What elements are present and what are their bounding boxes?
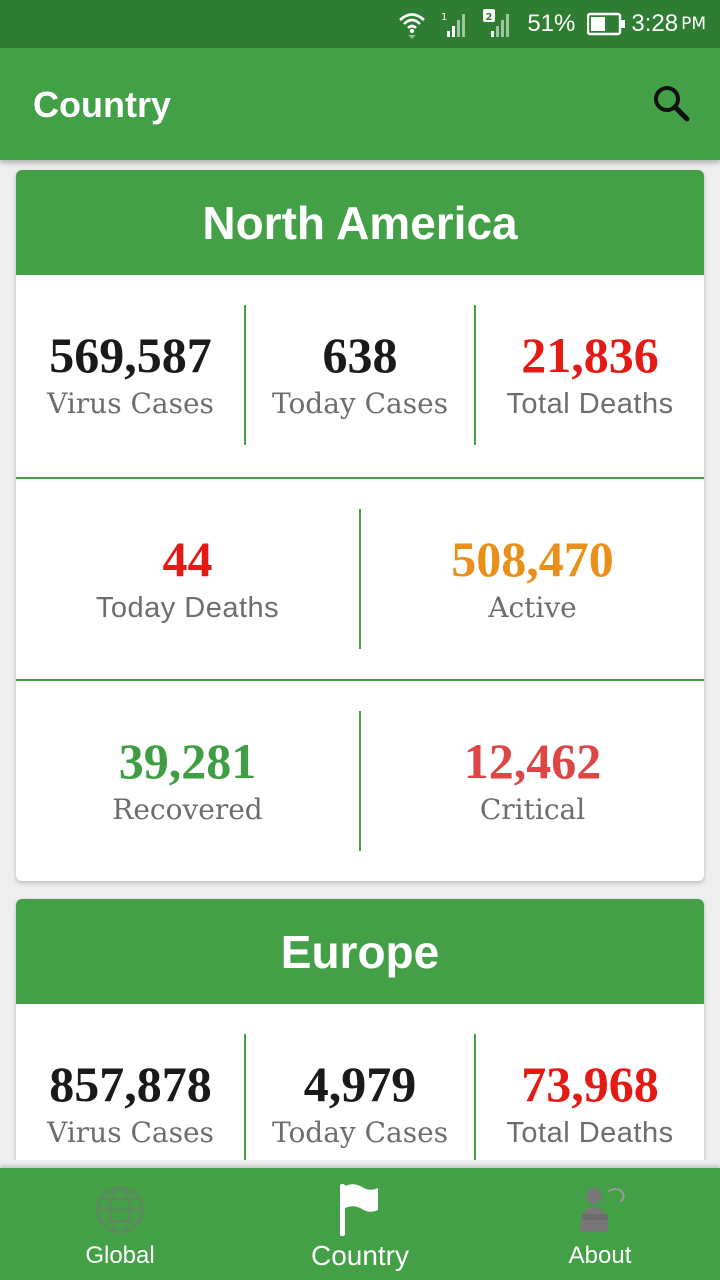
today-cases-stat: 638 Today Cases — [246, 275, 474, 475]
stats-row: 44 Today Deaths 508,470 Active — [16, 477, 704, 679]
stat-value: 569,587 — [49, 327, 212, 383]
nav-label: Global — [85, 1242, 155, 1269]
stat-value: 39,281 — [118, 733, 257, 789]
globe-icon — [94, 1182, 146, 1238]
stat-label: Total Deaths — [506, 388, 674, 420]
region-card-north-america: North America 569,587 Virus Cases 638 To… — [16, 170, 704, 881]
clock-ampm: PM — [681, 14, 706, 34]
search-icon — [654, 86, 690, 122]
stat-label: Today Cases — [271, 1116, 449, 1149]
svg-text:2: 2 — [486, 12, 493, 23]
divider — [244, 305, 246, 445]
region-name: North America — [202, 196, 518, 249]
signal-sim1-icon: 1 — [439, 9, 471, 39]
stat-value: 4,979 — [303, 1056, 417, 1112]
stat-label: Today Deaths — [95, 592, 280, 624]
stat-label: Active — [488, 591, 577, 624]
stat-label: Today Cases — [271, 387, 449, 420]
nav-item-global[interactable]: Global — [0, 1168, 240, 1280]
wifi-icon — [397, 9, 427, 39]
svg-text:1: 1 — [441, 12, 447, 23]
stat-value: 21,836 — [521, 327, 659, 383]
stat-value: 508,470 — [451, 531, 614, 587]
stats-row: 569,587 Virus Cases 638 Today Cases 21,8… — [16, 275, 704, 477]
nav-label: Country — [310, 1240, 410, 1271]
divider — [359, 509, 361, 649]
region-card-europe: Europe 857,878 Virus Cases 4,979 Today C… — [16, 899, 704, 1160]
clock-time: 3:28 — [631, 10, 679, 37]
stat-label: Critical — [479, 793, 586, 826]
region-list[interactable]: North America 569,587 Virus Cases 638 To… — [0, 160, 720, 1160]
nav-item-about[interactable]: About — [480, 1168, 720, 1280]
region-name: Europe — [280, 925, 440, 978]
stat-label: Virus Cases — [47, 1116, 214, 1149]
stat-value: 73,968 — [521, 1056, 659, 1112]
page-title: Country — [33, 84, 171, 125]
divider — [474, 305, 476, 445]
status-bar: 1 2 51% 3:28 PM — [0, 0, 720, 48]
recovered-stat: 39,281 Recovered — [16, 681, 359, 881]
nav-label: About — [568, 1242, 632, 1269]
battery-icon — [587, 12, 627, 36]
flag-icon — [338, 1182, 382, 1238]
stat-label: Virus Cases — [47, 387, 214, 420]
app-bar: Country — [0, 48, 720, 160]
stat-label: Recovered — [112, 793, 263, 826]
stat-label: Total Deaths — [506, 1117, 674, 1149]
total-deaths-stat: 21,836 Total Deaths — [476, 275, 704, 475]
total-deaths-stat: 73,968 Total Deaths — [476, 1004, 704, 1160]
nav-item-country[interactable]: Country — [240, 1168, 480, 1280]
region-header: North America — [16, 170, 704, 275]
today-deaths-stat: 44 Today Deaths — [16, 479, 359, 679]
stats-row: 857,878 Virus Cases 4,979 Today Cases 73… — [16, 1004, 704, 1160]
virus-cases-stat: 569,587 Virus Cases — [16, 275, 245, 475]
critical-stat: 12,462 Critical — [361, 681, 704, 881]
divider — [359, 711, 361, 851]
stat-value: 638 — [322, 327, 398, 383]
active-stat: 508,470 Active — [361, 479, 704, 679]
today-cases-stat: 4,979 Today Cases — [246, 1004, 474, 1160]
bottom-nav: Global Country About — [0, 1168, 720, 1280]
virus-cases-stat: 857,878 Virus Cases — [16, 1004, 245, 1160]
signal-sim2-icon: 2 — [483, 9, 515, 39]
region-header: Europe — [16, 899, 704, 1004]
stat-value: 44 — [162, 531, 213, 587]
stat-value: 12,462 — [463, 733, 602, 789]
divider — [244, 1034, 246, 1160]
stats-row: 39,281 Recovered 12,462 Critical — [16, 679, 704, 881]
divider — [474, 1034, 476, 1160]
person-icon — [572, 1182, 628, 1238]
stat-value: 857,878 — [49, 1056, 212, 1112]
search-button[interactable] — [652, 84, 692, 124]
battery-percent: 51% — [527, 10, 576, 37]
